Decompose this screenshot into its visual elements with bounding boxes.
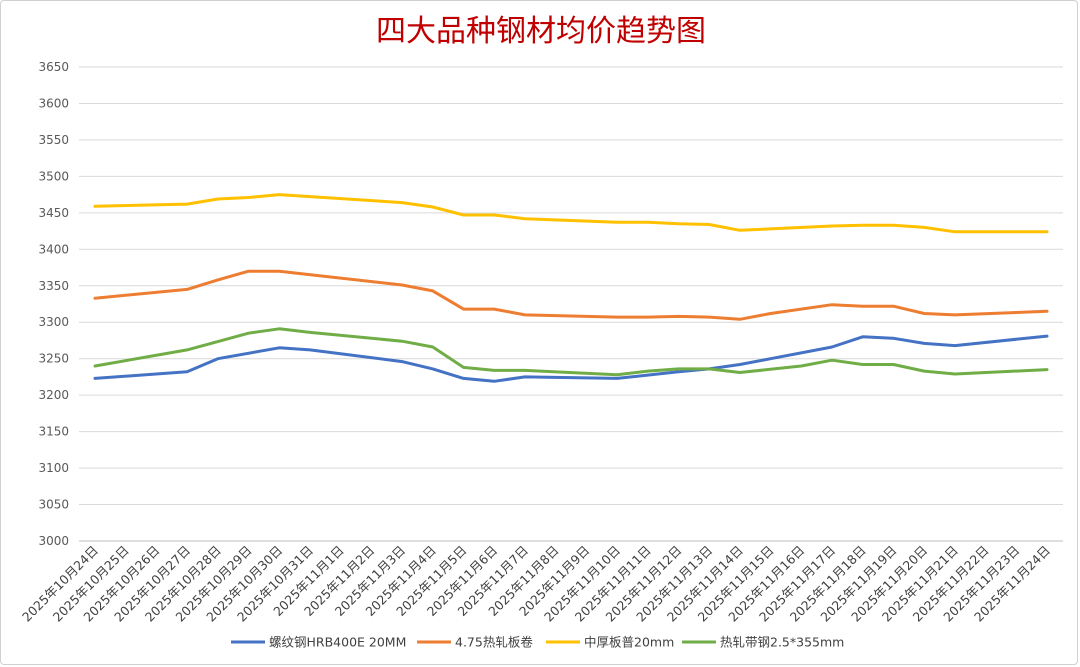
series-line-4 bbox=[93, 327, 1049, 377]
y-tick-label: 3450 bbox=[38, 206, 69, 220]
legend-label: 中厚板普20mm bbox=[584, 635, 674, 650]
legend-item: 螺纹钢HRB400E 20MM bbox=[231, 635, 406, 650]
y-tick-label: 3650 bbox=[38, 60, 69, 74]
y-tick-label: 3000 bbox=[38, 534, 69, 548]
y-tick-label: 3250 bbox=[38, 352, 69, 366]
series-line-1 bbox=[93, 334, 1049, 383]
y-tick-label: 3300 bbox=[38, 315, 69, 329]
legend-label: 4.75热轧板卷 bbox=[455, 635, 533, 650]
y-tick-label: 3150 bbox=[38, 425, 69, 439]
legend-label: 热轧带钢2.5*355mm bbox=[720, 635, 844, 650]
y-tick-label: 3200 bbox=[38, 388, 69, 402]
series-lines bbox=[93, 193, 1049, 383]
grid-lines bbox=[79, 66, 1063, 542]
y-tick-label: 3500 bbox=[38, 169, 69, 183]
y-tick-label: 3600 bbox=[38, 96, 69, 110]
y-tick-label: 3050 bbox=[38, 498, 69, 512]
legend-item: 4.75热轧板卷 bbox=[417, 635, 533, 650]
legend-label: 螺纹钢HRB400E 20MM bbox=[269, 635, 406, 650]
legend-item: 热轧带钢2.5*355mm bbox=[682, 635, 844, 650]
series-line-2 bbox=[93, 269, 1049, 321]
y-tick-label: 3550 bbox=[38, 133, 69, 147]
y-axis-ticks: 3000 3050 3100 3150 3200 3250 3300 3350 3400 3450… bbox=[38, 60, 69, 548]
y-tick-label: 3350 bbox=[38, 279, 69, 293]
y-tick-label: 3400 bbox=[38, 242, 69, 256]
chart-title: 四大品种钢材均价趋势图 bbox=[376, 14, 706, 49]
series-line-3 bbox=[93, 193, 1049, 234]
x-axis-ticks: 2025年10月24日2025年10月25日2025年10月26日2025年10… bbox=[19, 543, 1053, 625]
legend: 螺纹钢HRB400E 20MM 4.75热轧板卷 中厚板普20mm 热轧带钢2.5*3… bbox=[231, 635, 844, 650]
legend-item: 中厚板普20mm bbox=[546, 635, 674, 650]
y-tick-label: 3100 bbox=[38, 461, 69, 475]
